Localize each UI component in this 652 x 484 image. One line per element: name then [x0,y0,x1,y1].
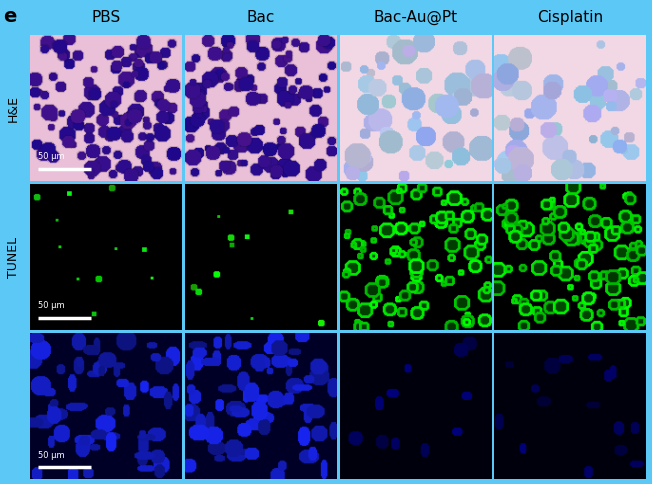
Text: PBS: PBS [91,10,121,25]
Text: Bac-Au@Pt: Bac-Au@Pt [374,10,458,25]
Text: e: e [3,7,17,26]
Text: TUNEL: TUNEL [7,237,20,278]
Text: 50 μm: 50 μm [38,152,65,162]
Text: 50 μm: 50 μm [38,451,65,459]
Text: H&E: H&E [7,94,20,121]
Text: Bac: Bac [246,10,274,25]
Text: 50 μm: 50 μm [38,302,65,310]
Text: Cisplatin: Cisplatin [537,10,603,25]
